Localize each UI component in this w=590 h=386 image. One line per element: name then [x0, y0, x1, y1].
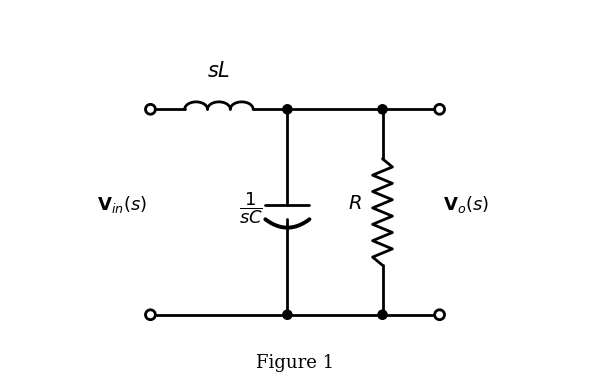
Text: $sL$: $sL$	[207, 61, 231, 81]
Circle shape	[378, 105, 387, 114]
Circle shape	[146, 104, 155, 114]
Text: $R$: $R$	[348, 195, 362, 213]
Text: Figure 1: Figure 1	[256, 354, 334, 372]
Circle shape	[435, 104, 444, 114]
Text: $\mathbf{V}_{in}(s)$: $\mathbf{V}_{in}(s)$	[97, 194, 147, 215]
Circle shape	[283, 310, 292, 319]
Text: $\dfrac{1}{sC}$: $\dfrac{1}{sC}$	[239, 190, 263, 226]
Circle shape	[283, 105, 292, 114]
Circle shape	[435, 310, 444, 320]
Circle shape	[378, 310, 387, 319]
Circle shape	[146, 310, 155, 320]
Text: $\mathbf{V}_{o}(s)$: $\mathbf{V}_{o}(s)$	[443, 194, 490, 215]
